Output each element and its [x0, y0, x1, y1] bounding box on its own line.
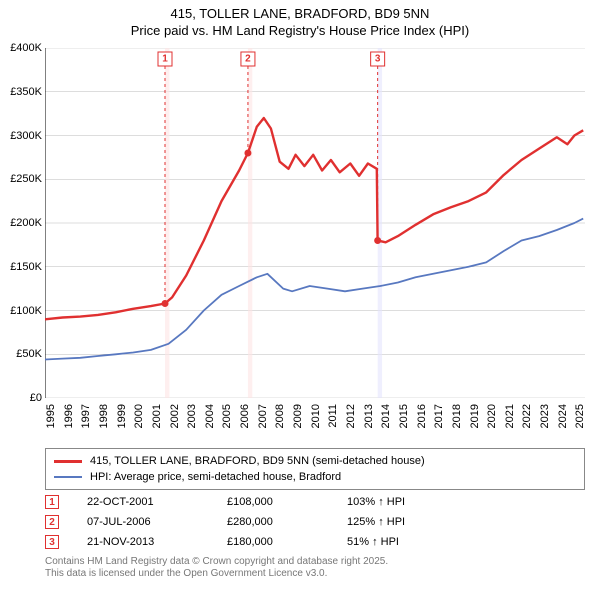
- legend-swatch: [54, 476, 82, 478]
- y-tick-label: £100K: [10, 305, 42, 317]
- y-tick-label: £250K: [10, 173, 42, 185]
- x-tick-label: 2010: [310, 404, 322, 428]
- svg-text:3: 3: [375, 54, 381, 65]
- y-tick-label: £200K: [10, 217, 42, 229]
- legend-item: HPI: Average price, semi-detached house,…: [54, 469, 576, 485]
- x-tick-label: 2023: [539, 404, 551, 428]
- x-tick-label: 2014: [380, 404, 392, 428]
- y-tick-label: £0: [30, 392, 42, 404]
- attribution-footer: Contains HM Land Registry data © Crown c…: [45, 556, 585, 580]
- event-row: 1 22-OCT-2001£108,000103% ↑ HPI: [45, 492, 585, 512]
- x-tick-label: 2025: [574, 404, 586, 428]
- chart-plot-area: 1 2 3: [45, 48, 585, 398]
- x-axis: 1995 1996 1997 1998 1999 2000 2001 2002 2003 2004…: [45, 402, 585, 444]
- x-tick-label: 1997: [80, 404, 92, 428]
- event-marker-box: 2: [45, 515, 59, 529]
- x-tick-label: 2006: [239, 404, 251, 428]
- event-marker-box: 1: [45, 495, 59, 509]
- x-tick-label: 2024: [557, 404, 569, 428]
- legend-label: HPI: Average price, semi-detached house,…: [90, 471, 341, 483]
- x-tick-label: 2015: [398, 404, 410, 428]
- x-tick-label: 2002: [169, 404, 181, 428]
- svg-text:2: 2: [245, 54, 251, 65]
- x-tick-label: 1999: [116, 404, 128, 428]
- x-tick-label: 2021: [504, 404, 516, 428]
- chart-title: 415, TOLLER LANE, BRADFORD, BD9 5NN Pric…: [0, 0, 600, 40]
- event-pct: 51% ↑ HPI: [347, 536, 585, 548]
- y-tick-label: £300K: [10, 130, 42, 142]
- legend-item: 415, TOLLER LANE, BRADFORD, BD9 5NN (sem…: [54, 453, 576, 469]
- x-tick-label: 2011: [327, 404, 339, 428]
- y-axis: £0£50K£100K£150K£200K£250K£300K£350K£400…: [0, 48, 45, 398]
- event-date: 21-NOV-2013: [87, 536, 227, 548]
- legend: 415, TOLLER LANE, BRADFORD, BD9 5NN (sem…: [45, 448, 585, 490]
- title-line-1: 415, TOLLER LANE, BRADFORD, BD9 5NN: [0, 6, 600, 23]
- y-tick-label: £350K: [10, 86, 42, 98]
- x-tick-label: 1998: [98, 404, 110, 428]
- x-tick-label: 1995: [45, 404, 57, 428]
- svg-text:1: 1: [162, 54, 168, 65]
- event-price: £108,000: [227, 496, 347, 508]
- y-tick-label: £50K: [16, 348, 42, 360]
- x-tick-label: 2004: [204, 404, 216, 428]
- x-tick-label: 2008: [274, 404, 286, 428]
- x-tick-label: 2001: [151, 404, 163, 428]
- y-tick-label: £400K: [10, 42, 42, 54]
- x-tick-label: 2009: [292, 404, 304, 428]
- x-tick-label: 2018: [451, 404, 463, 428]
- x-tick-label: 2005: [221, 404, 233, 428]
- event-pct: 125% ↑ HPI: [347, 516, 585, 528]
- x-tick-label: 2013: [363, 404, 375, 428]
- legend-label: 415, TOLLER LANE, BRADFORD, BD9 5NN (sem…: [90, 455, 425, 467]
- x-tick-label: 2016: [416, 404, 428, 428]
- footer-line-2: This data is licensed under the Open Gov…: [45, 568, 585, 580]
- event-date: 07-JUL-2006: [87, 516, 227, 528]
- x-tick-label: 2022: [521, 404, 533, 428]
- x-tick-label: 2012: [345, 404, 357, 428]
- event-date: 22-OCT-2001: [87, 496, 227, 508]
- x-tick-label: 1996: [63, 404, 75, 428]
- x-tick-label: 2000: [133, 404, 145, 428]
- x-tick-label: 2017: [433, 404, 445, 428]
- x-tick-label: 2019: [469, 404, 481, 428]
- event-marker-box: 3: [45, 535, 59, 549]
- x-tick-label: 2007: [257, 404, 269, 428]
- event-row: 2 07-JUL-2006£280,000125% ↑ HPI: [45, 512, 585, 532]
- event-price: £180,000: [227, 536, 347, 548]
- event-price: £280,000: [227, 516, 347, 528]
- x-tick-label: 2020: [486, 404, 498, 428]
- events-table: 1 22-OCT-2001£108,000103% ↑ HPI 2 07-JUL-20…: [45, 492, 585, 552]
- title-line-2: Price paid vs. HM Land Registry's House …: [0, 23, 600, 40]
- legend-swatch: [54, 460, 82, 463]
- footer-line-1: Contains HM Land Registry data © Crown c…: [45, 556, 585, 568]
- x-tick-label: 2003: [186, 404, 198, 428]
- event-row: 3 21-NOV-2013£180,00051% ↑ HPI: [45, 532, 585, 552]
- event-pct: 103% ↑ HPI: [347, 496, 585, 508]
- y-tick-label: £150K: [10, 261, 42, 273]
